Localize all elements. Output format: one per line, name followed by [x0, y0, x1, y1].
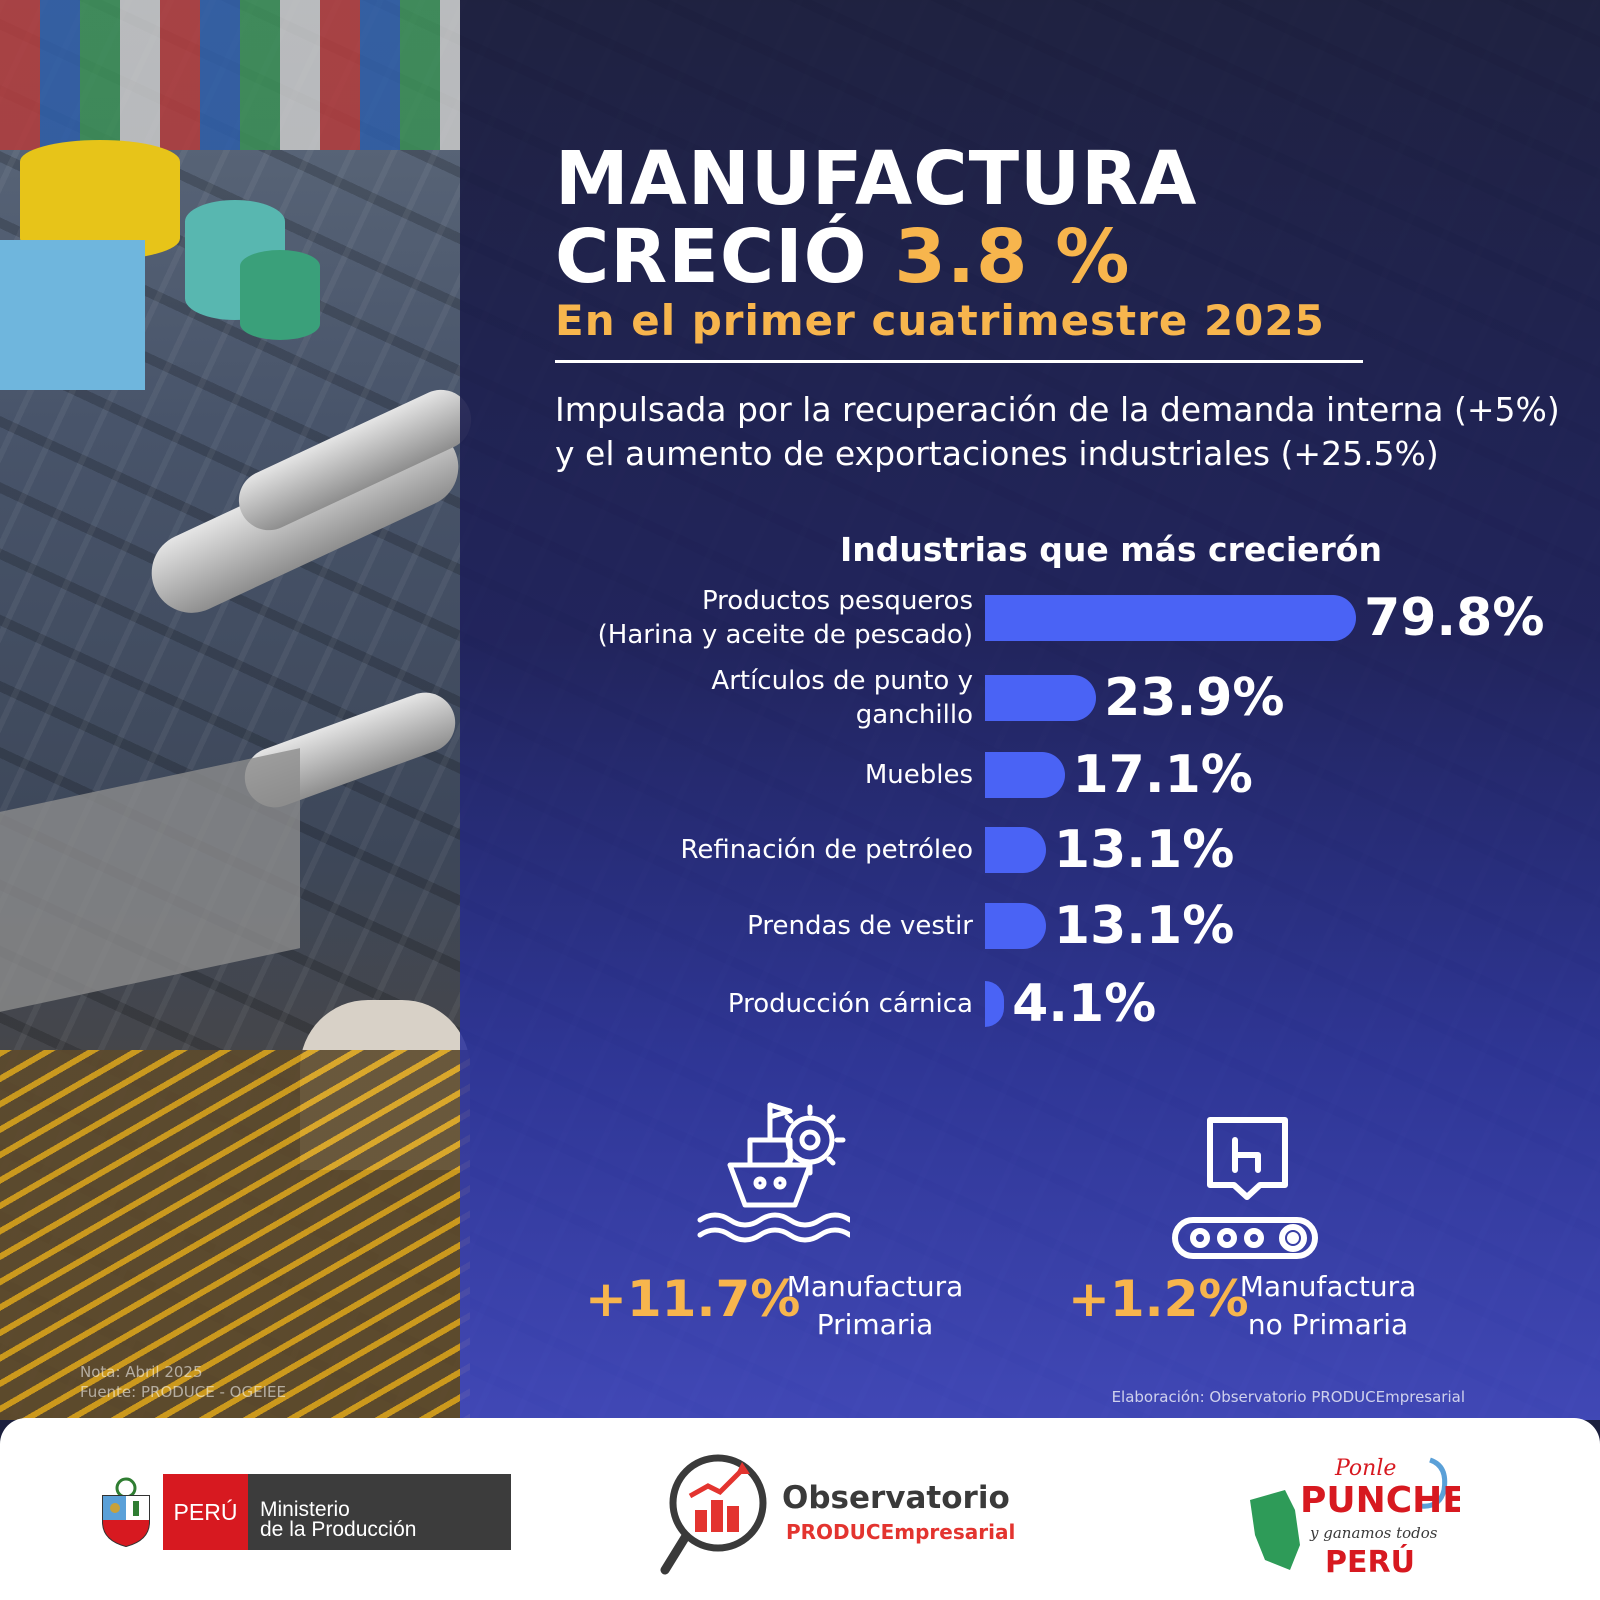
observatorio-title: Observatorio — [782, 1480, 1010, 1516]
divider — [555, 360, 1363, 363]
category-label-line: Muebles — [864, 760, 973, 790]
category-label: Productos pesqueros (Harina y aceite de p… — [553, 584, 973, 652]
observatorio-logo-icon — [660, 1454, 767, 1575]
bar — [985, 827, 1046, 873]
note-line: Nota: Abril 2025 — [80, 1363, 203, 1381]
category-label-line: Artículos de punto y — [711, 666, 973, 696]
category-label-line: (Harina y aceite de pescado) — [597, 620, 973, 650]
kpi-label-line: Manufactura — [1239, 1270, 1417, 1303]
observatorio-subtitle: PRODUCEmpresarial — [786, 1520, 1016, 1544]
kpi-primaria-value: +11.7% — [585, 1270, 801, 1328]
kpi-no-primaria-label: Manufactura no Primaria — [1228, 1268, 1428, 1344]
bar — [985, 752, 1065, 798]
ship-gear-icon — [697, 1102, 850, 1243]
yellow-walkways — [0, 1050, 470, 1420]
credit-text: Elaboración: Observatorio PRODUCEmpresar… — [1111, 1388, 1465, 1406]
category-label-line: Refinación de petróleo — [680, 835, 973, 865]
bar — [985, 981, 1005, 1027]
title-accent-value: 3.8 % — [894, 214, 1131, 300]
lead-text: Impulsada por la recuperación de la dema… — [555, 388, 1595, 476]
bar-value-label: 13.1% — [1053, 820, 1235, 880]
bar-value-label: 17.1% — [1072, 745, 1253, 805]
lead-line-1: Impulsada por la recuperación de la dema… — [555, 390, 1560, 429]
bar — [985, 595, 1357, 641]
bar-value-label: 4.1% — [1012, 974, 1157, 1034]
category-label-line: ganchillo — [855, 700, 973, 730]
ponle-text-1: Ponle — [1334, 1456, 1396, 1481]
green-tank — [240, 250, 320, 340]
bar-value-label: 79.8% — [1364, 588, 1545, 648]
bar-chart: Productos pesqueros (Harina y aceite de p… — [560, 585, 1600, 1055]
chart-title: Industrias que más crecierón — [840, 530, 1382, 569]
category-label: Artículos de punto y ganchillo — [553, 664, 973, 732]
ministry-label: Ministerio de la Producción — [248, 1474, 511, 1550]
category-label: Prendas de vestir — [553, 909, 973, 943]
ministry-line: Ministerio — [260, 1498, 350, 1521]
category-label: Producción cárnica — [553, 987, 973, 1021]
category-label: Refinación de petróleo — [553, 833, 973, 867]
blue-building — [0, 240, 145, 390]
ponle-text-2: PUNCHE — [1300, 1480, 1460, 1521]
kpi-label-line: no Primaria — [1247, 1308, 1409, 1341]
lead-line-2: y el aumento de exportaciones industrial… — [555, 434, 1439, 473]
peru-coat-of-arms-icon — [102, 1477, 150, 1548]
ponle-punche-logo: Ponle PUNCHE y ganamos todos PERÚ — [1250, 1456, 1460, 1580]
plant-floor — [0, 748, 300, 1012]
ministry-line: de la Producción — [260, 1518, 417, 1541]
category-label: Muebles — [553, 758, 973, 792]
note-line: Fuente: PRODUCE - OGEIEE — [80, 1383, 286, 1401]
bar — [985, 903, 1046, 949]
title-prefix: CRECIÓ — [555, 214, 868, 300]
page-title: MANUFACTURA CRECIÓ 3.8 % — [555, 140, 1575, 296]
ponle-text-3: y ganamos todos — [1309, 1524, 1438, 1542]
kpi-no-primaria-value: +1.2% — [1068, 1270, 1249, 1328]
bar-value-label: 23.9% — [1104, 668, 1285, 728]
shipping-containers — [0, 0, 460, 150]
category-label-line: Productos pesqueros — [701, 586, 973, 616]
category-label-line: Producción cárnica — [727, 989, 973, 1019]
bar — [985, 675, 1097, 721]
category-label-line: Prendas de vestir — [747, 911, 973, 941]
bar-value-label: 13.1% — [1053, 896, 1235, 956]
title-line-2: CRECIÓ 3.8 % — [555, 218, 1575, 296]
kpi-primaria-label: Manufactura Primaria — [770, 1268, 980, 1344]
ponle-text-4: PERÚ — [1325, 1543, 1415, 1580]
kpi-label-line: Manufactura — [786, 1270, 964, 1303]
peru-label: PERÚ — [163, 1474, 248, 1550]
title-line-1: MANUFACTURA — [555, 136, 1198, 222]
kpi-label-line: Primaria — [816, 1308, 934, 1341]
conveyor-chair-icon — [1172, 1117, 1318, 1259]
footer: PERÚ Ministerio de la Producción Observa… — [0, 1418, 1600, 1600]
page-subtitle: En el primer cuatrimestre 2025 — [555, 296, 1325, 345]
source-note: Nota: Abril 2025 Fuente: PRODUCE - OGEIE… — [80, 1362, 286, 1402]
